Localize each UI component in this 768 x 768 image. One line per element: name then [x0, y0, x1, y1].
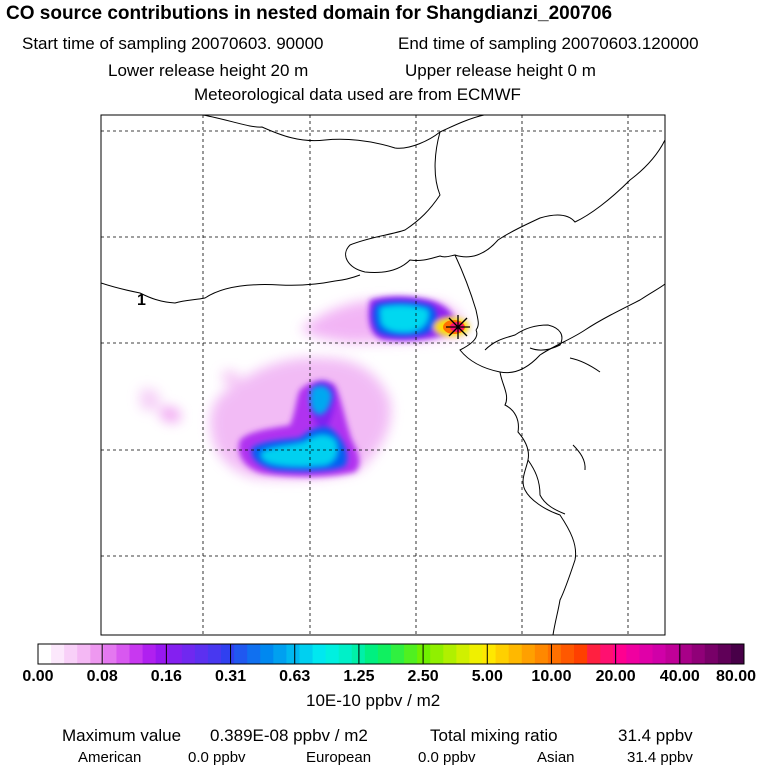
colorbar-swatch: [273, 644, 287, 664]
colorbar-tick-label: 40.00: [659, 668, 700, 685]
total-mixing-value: 31.4 ppbv: [618, 726, 693, 745]
colorbar-tick-label: 20.00: [595, 668, 636, 685]
max-value-label: Maximum value: [62, 726, 182, 745]
colorbar-swatch: [51, 644, 65, 664]
max-value-text: 0.389E-08 ppbv / m2: [210, 726, 368, 745]
colorbar-swatch: [38, 644, 52, 664]
colorbar-swatch: [469, 644, 484, 664]
asian-value: 31.4 ppbv: [627, 749, 693, 766]
colorbar-swatch: [730, 644, 745, 664]
colorbar-swatch: [482, 644, 497, 664]
colorbar: [37, 643, 745, 665]
colorbar-tick-label: 0.63: [279, 668, 311, 685]
colorbar-tick-label: 10.00: [531, 668, 572, 685]
colorbar-swatch: [639, 644, 653, 664]
total-mixing-label: Total mixing ratio: [430, 726, 558, 745]
lat-lon-grid: [101, 115, 665, 635]
colorbar-swatch: [430, 644, 444, 664]
colorbar-swatch: [417, 644, 431, 664]
colorbar-tick-label: 5.00: [471, 668, 503, 685]
colorbar-swatch: [286, 644, 300, 664]
colorbar-swatch: [495, 644, 510, 664]
colorbar-swatch: [325, 644, 340, 664]
colorbar-swatch: [600, 644, 614, 664]
colorbar-tick-label: 2.50: [407, 668, 439, 685]
lower-release-text: Lower release height 20 m: [108, 61, 309, 80]
met-data-text: Meteorological data used are from ECMWF: [194, 85, 521, 104]
colorbar-tick-label: 0.00: [22, 668, 54, 685]
coastlines: [101, 115, 665, 635]
colorbar-tick-label: 0.31: [214, 668, 247, 685]
map-frame: [100, 114, 666, 636]
colorbar-swatch: [377, 644, 392, 664]
region-marker-label: 1: [137, 292, 146, 309]
colorbar-swatch: [299, 644, 314, 664]
upper-release-text: Upper release height 0 m: [405, 61, 596, 80]
colorbar-swatch: [560, 644, 575, 664]
colorbar-frame: [37, 643, 745, 665]
colorbar-swatch: [221, 644, 235, 664]
american-value: 0.0 ppbv: [188, 749, 246, 766]
start-time-text: Start time of sampling 20070603. 90000: [22, 34, 324, 53]
colorbar-swatch: [391, 644, 405, 664]
colorbar-swatch: [181, 644, 196, 664]
colorbar-swatch: [260, 644, 274, 664]
colorbar-tick-label: 1.25: [343, 668, 375, 685]
colorbar-swatch: [574, 644, 588, 664]
colorbar-swatch: [155, 644, 170, 664]
colorbar-swatch: [64, 644, 78, 664]
colorbar-tick-label: 80.00: [715, 668, 757, 685]
end-time-text: End time of sampling 20070603.120000: [398, 34, 699, 53]
colorbar-swatch: [652, 644, 667, 664]
colorbar-tick-label: 0.08: [86, 668, 118, 685]
colorbar-swatch: [665, 644, 680, 664]
colorbar-tick-label: 0.16: [150, 668, 182, 685]
colorbar-swatch: [234, 644, 248, 664]
colorbar-swatch: [103, 644, 117, 664]
colorbar-swatch: [168, 644, 183, 664]
colorbar-swatch: [247, 644, 261, 664]
colorbar-swatch: [704, 644, 719, 664]
colorbar-swatch: [691, 644, 706, 664]
plume-layer: [101, 115, 665, 635]
colorbar-swatch: [521, 644, 536, 664]
colorbar-swatch: [626, 644, 640, 664]
colorbar-swatch: [534, 644, 549, 664]
colorbar-swatch: [77, 644, 91, 664]
colorbar-swatch: [116, 644, 131, 664]
colorbar-swatch: [547, 644, 562, 664]
asian-label: Asian: [537, 749, 575, 766]
colorbar-swatch: [207, 644, 222, 664]
colorbar-swatch: [508, 644, 523, 664]
european-value: 0.0 ppbv: [418, 749, 476, 766]
colorbar-swatch: [194, 644, 209, 664]
colorbar-swatch: [678, 644, 693, 664]
colorbar-swatch: [587, 644, 601, 664]
colorbar-swatch: [338, 644, 353, 664]
colorbar-swatch: [90, 644, 104, 664]
european-label: European: [306, 749, 372, 766]
star-icon: [446, 315, 470, 339]
colorbar-swatch: [142, 644, 157, 664]
colorbar-swatch: [717, 644, 732, 664]
colorbar-unit: 10E-10 ppbv / m2: [306, 691, 441, 710]
plot-title: CO source contributions in nested domain…: [6, 3, 613, 24]
colorbar-swatch: [443, 644, 457, 664]
colorbar-swatch: [613, 644, 627, 664]
colorbar-swatch: [364, 644, 379, 664]
colorbar-swatch: [456, 644, 470, 664]
american-label: American: [78, 749, 142, 766]
colorbar-swatch: [404, 644, 418, 664]
colorbar-swatch: [312, 644, 327, 664]
colorbar-swatch: [129, 644, 144, 664]
